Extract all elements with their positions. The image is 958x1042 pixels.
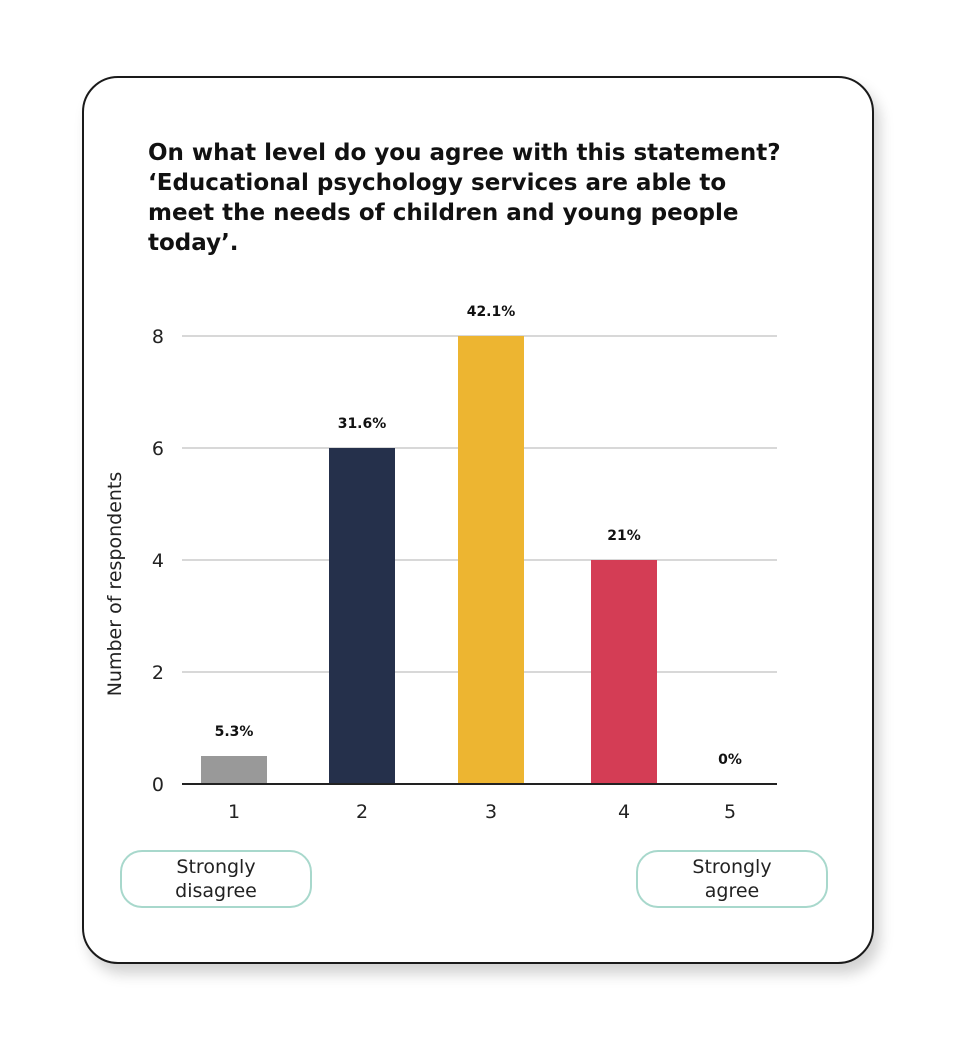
data-label: 31.6% bbox=[338, 416, 387, 432]
bar-1 bbox=[201, 756, 267, 784]
strongly-disagree-label: Strongly disagree bbox=[120, 850, 312, 908]
y-tick-label: 2 bbox=[152, 662, 164, 684]
x-tick-label: 1 bbox=[228, 801, 240, 823]
data-labels: 5.3% 31.6% 42.1% 21% 0% bbox=[215, 304, 742, 768]
y-tick-label: 8 bbox=[152, 326, 164, 348]
y-axis-label: Number of respondents bbox=[104, 472, 126, 697]
y-tick-label: 0 bbox=[152, 774, 164, 796]
x-tick-label: 5 bbox=[724, 801, 736, 823]
data-label: 5.3% bbox=[215, 724, 254, 740]
data-label: 0% bbox=[718, 752, 742, 768]
axes: 0 2 4 6 8 1 2 3 4 5 bbox=[152, 326, 777, 823]
bar-2 bbox=[329, 448, 395, 784]
bar-3 bbox=[458, 336, 524, 784]
x-tick-label: 2 bbox=[356, 801, 368, 823]
x-tick-label: 3 bbox=[485, 801, 497, 823]
chart-title: On what level do you agree with this sta… bbox=[148, 140, 781, 256]
y-tick-label: 4 bbox=[152, 550, 164, 572]
data-label: 42.1% bbox=[467, 304, 516, 320]
x-tick-label: 4 bbox=[618, 801, 630, 823]
y-tick-label: 6 bbox=[152, 438, 164, 460]
bar-4 bbox=[591, 560, 657, 784]
data-label: 21% bbox=[607, 528, 641, 544]
bars bbox=[201, 336, 657, 784]
strongly-agree-label: Strongly agree bbox=[636, 850, 828, 908]
